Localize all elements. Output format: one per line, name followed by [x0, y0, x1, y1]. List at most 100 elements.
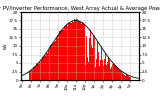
Bar — [117, 67, 118, 80]
Bar — [126, 74, 127, 80]
Bar — [46, 52, 47, 80]
Bar — [124, 75, 125, 80]
Bar — [44, 54, 45, 80]
Bar — [59, 31, 60, 80]
Bar — [81, 22, 82, 80]
Bar — [88, 62, 89, 80]
Bar — [123, 74, 124, 80]
Bar — [68, 23, 69, 80]
Bar — [105, 53, 106, 80]
Bar — [100, 60, 101, 80]
Bar — [118, 69, 119, 80]
Bar — [97, 41, 98, 80]
Bar — [78, 21, 79, 80]
Bar — [65, 26, 66, 80]
Bar — [110, 69, 111, 80]
Bar — [70, 23, 71, 80]
Bar — [34, 67, 35, 80]
Bar — [127, 75, 128, 80]
Bar — [75, 21, 76, 80]
Bar — [66, 25, 67, 80]
Bar — [113, 63, 114, 80]
Bar — [60, 31, 61, 80]
Bar — [71, 23, 72, 80]
Bar — [49, 46, 50, 80]
Bar — [31, 70, 32, 80]
Bar — [112, 64, 113, 80]
Y-axis label: kW: kW — [4, 43, 8, 49]
Bar — [35, 66, 36, 80]
Bar — [107, 62, 108, 80]
Bar — [80, 22, 81, 80]
Bar — [48, 50, 49, 80]
Bar — [61, 30, 62, 80]
Bar — [30, 70, 31, 80]
Bar — [85, 65, 86, 80]
Bar — [89, 38, 90, 80]
Bar — [37, 64, 38, 80]
Bar — [52, 44, 53, 80]
Bar — [84, 25, 85, 80]
Bar — [72, 21, 73, 80]
Bar — [108, 57, 109, 80]
Bar — [130, 77, 131, 80]
Bar — [91, 45, 92, 80]
Bar — [45, 55, 46, 80]
Bar — [121, 71, 122, 80]
Bar — [129, 77, 130, 80]
Title: Avg Solar PV/Inverter Performance, West Array Actual & Average Power Output: Avg Solar PV/Inverter Performance, West … — [0, 6, 160, 11]
Bar — [101, 46, 102, 80]
Bar — [128, 76, 129, 80]
Bar — [83, 23, 84, 80]
Bar — [47, 54, 48, 80]
Bar — [54, 42, 55, 80]
Bar — [67, 26, 68, 80]
Bar — [39, 62, 40, 80]
Bar — [120, 71, 121, 80]
Bar — [32, 70, 33, 80]
Bar — [104, 59, 105, 80]
Bar — [51, 44, 52, 80]
Bar — [95, 67, 96, 80]
Bar — [77, 19, 78, 80]
Bar — [74, 19, 75, 80]
Bar — [29, 71, 30, 80]
Bar — [58, 35, 59, 80]
Bar — [33, 67, 34, 80]
Bar — [40, 62, 41, 80]
Bar — [76, 19, 77, 80]
Bar — [93, 35, 94, 80]
Bar — [122, 73, 123, 80]
Bar — [96, 59, 97, 80]
Bar — [82, 22, 83, 80]
Bar — [98, 52, 99, 80]
Bar — [86, 36, 87, 80]
Bar — [99, 66, 100, 80]
Bar — [87, 57, 88, 80]
Bar — [102, 60, 103, 80]
Bar — [92, 48, 93, 80]
Bar — [116, 66, 117, 80]
Bar — [69, 23, 70, 80]
Bar — [50, 45, 51, 80]
Bar — [114, 64, 115, 80]
Bar — [103, 66, 104, 80]
Bar — [119, 70, 120, 80]
Bar — [79, 21, 80, 80]
Bar — [106, 65, 107, 80]
Bar — [125, 76, 126, 80]
Bar — [43, 57, 44, 80]
Bar — [94, 36, 95, 80]
Bar — [56, 37, 57, 80]
Bar — [90, 30, 91, 80]
Bar — [53, 42, 54, 80]
Bar — [115, 65, 116, 80]
Bar — [73, 22, 74, 80]
Bar — [57, 35, 58, 80]
Bar — [38, 64, 39, 80]
Bar — [63, 29, 64, 80]
Bar — [62, 30, 63, 80]
Bar — [64, 26, 65, 80]
Bar — [42, 57, 43, 80]
Bar — [55, 41, 56, 80]
